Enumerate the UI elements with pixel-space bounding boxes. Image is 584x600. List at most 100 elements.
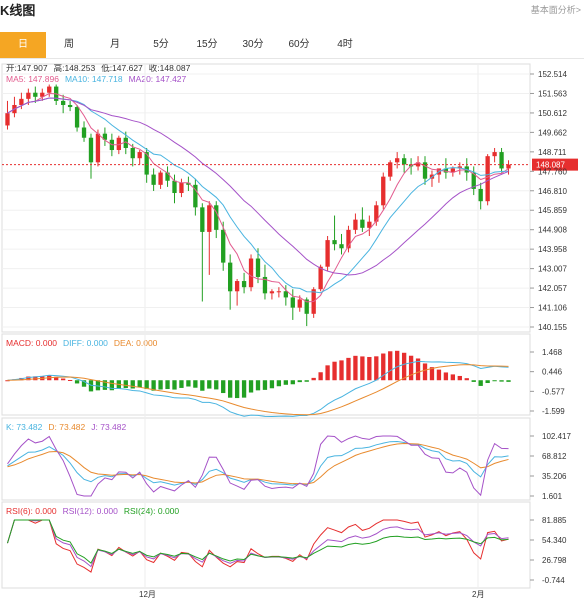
candle-body — [346, 229, 351, 249]
macd-bar — [381, 353, 386, 381]
close-value: 收:148.087 — [148, 63, 191, 73]
candle-body — [137, 152, 142, 159]
x-axis-label: 12月 — [139, 590, 156, 599]
price-tick-label: 146.810 — [538, 187, 567, 196]
tab-6[interactable]: 60分 — [288, 39, 310, 50]
price-tick-label: 152.514 — [538, 70, 567, 79]
candle-body — [144, 152, 149, 175]
macd-bar — [228, 380, 233, 398]
candle-body — [102, 133, 108, 140]
candle-body — [492, 152, 497, 157]
candle-body — [200, 207, 205, 232]
candle-body — [332, 240, 337, 245]
macd-tick-label: 0.446 — [542, 368, 563, 377]
fundamental-analysis-link[interactable]: 基本面分析> — [530, 5, 581, 15]
macd-bar — [478, 380, 483, 386]
macd-label: MACD: 0.000 — [6, 338, 58, 348]
macd-bar — [415, 358, 421, 381]
rsi-tick-label: 26.798 — [542, 556, 567, 565]
candle-body — [234, 281, 240, 292]
macd-bar — [443, 372, 449, 381]
price-tick-label: 142.057 — [538, 284, 567, 293]
macd-bar — [54, 376, 59, 381]
rsi12-label: RSI(12): 0.000 — [62, 506, 118, 516]
candle-body — [457, 166, 462, 169]
candle-body — [19, 98, 24, 105]
rsi6-label: RSI(6): 0.000 — [6, 506, 57, 516]
macd-tick-label: -1.599 — [542, 407, 565, 416]
ma-legend: MA5: 147.896 MA10: 147.718 MA20: 147.427 — [6, 74, 192, 84]
candle-body — [374, 205, 379, 222]
candle-body — [151, 174, 156, 185]
macd-legend: MACD: 0.000 DIFF: 0.000 DEA: 0.000 — [6, 338, 163, 348]
macd-bar — [193, 380, 198, 388]
tab-1[interactable]: 周 — [64, 39, 74, 50]
macd-bar — [262, 380, 268, 390]
tab-4[interactable]: 15分 — [196, 39, 218, 50]
macd-bar — [408, 355, 414, 381]
candle-body — [290, 297, 295, 308]
tab-3[interactable]: 5分 — [153, 39, 169, 50]
d-label: D: 73.482 — [48, 422, 86, 432]
macd-bar — [374, 356, 379, 381]
ma20-label: MA20: 147.427 — [128, 74, 187, 84]
price-tick-label: 141.106 — [538, 304, 567, 313]
tab-2[interactable]: 月 — [110, 39, 120, 50]
panel-frame — [1, 63, 531, 333]
candle-body — [60, 100, 66, 105]
candle-body — [165, 172, 170, 181]
candle-body — [485, 156, 490, 202]
price-tick-label: 143.958 — [538, 245, 567, 254]
candle-body — [297, 299, 302, 308]
tab-0[interactable]: 日 — [0, 32, 46, 58]
candle-body — [262, 276, 268, 294]
macd-bar — [401, 352, 407, 381]
macd-bar — [186, 380, 191, 387]
macd-bar — [102, 380, 108, 390]
macd-bar — [130, 380, 135, 389]
ma20-line — [7, 97, 509, 276]
price-tick-label: 144.908 — [538, 226, 567, 235]
macd-bar — [33, 376, 38, 381]
kdj-tick-label: 102.417 — [542, 432, 571, 441]
macd-bar — [339, 360, 344, 381]
period-tabs: 日 周 月 5分 15分 30分 60分 4时 — [0, 32, 584, 59]
diff-line — [7, 360, 509, 418]
rsi-legend: RSI(6): 0.000 RSI(12): 0.000 RSI(24): 0.00… — [6, 506, 185, 516]
candle-body — [422, 162, 428, 179]
price-tick-label: 149.662 — [538, 128, 567, 137]
macd-bar — [450, 374, 456, 381]
macd-bar — [234, 380, 240, 399]
tab-7[interactable]: 4时 — [337, 39, 353, 50]
macd-bar — [367, 356, 372, 381]
j-line — [7, 435, 509, 497]
macd-bar — [276, 380, 282, 387]
macd-bar — [214, 380, 219, 390]
price-tick-label: 147.760 — [538, 167, 567, 176]
macd-tick-label: -0.577 — [542, 387, 565, 396]
macd-bar — [485, 380, 490, 384]
candle-body — [360, 219, 365, 228]
candle-body — [499, 152, 504, 169]
macd-bar — [506, 380, 511, 382]
kdj-tick-label: 1.601 — [542, 492, 563, 501]
candle-body — [478, 188, 483, 202]
candle-body — [123, 137, 128, 148]
price-tick-label: 145.859 — [538, 206, 567, 215]
macd-tick-label: 1.468 — [542, 348, 563, 357]
candle-body — [158, 172, 163, 185]
candle-body — [67, 104, 73, 108]
candle-body — [33, 92, 38, 97]
candle-body — [130, 147, 135, 159]
tab-5[interactable]: 30分 — [242, 39, 264, 50]
candle-body — [95, 133, 101, 163]
last-price-badge — [532, 158, 578, 171]
candle-body — [450, 168, 456, 173]
macd-bar — [457, 375, 462, 381]
macd-bar — [200, 380, 205, 391]
rsi24-label: RSI(24): 0.000 — [123, 506, 180, 516]
candle-body — [304, 299, 309, 314]
candle-body — [283, 291, 288, 298]
macd-bar — [332, 361, 337, 381]
